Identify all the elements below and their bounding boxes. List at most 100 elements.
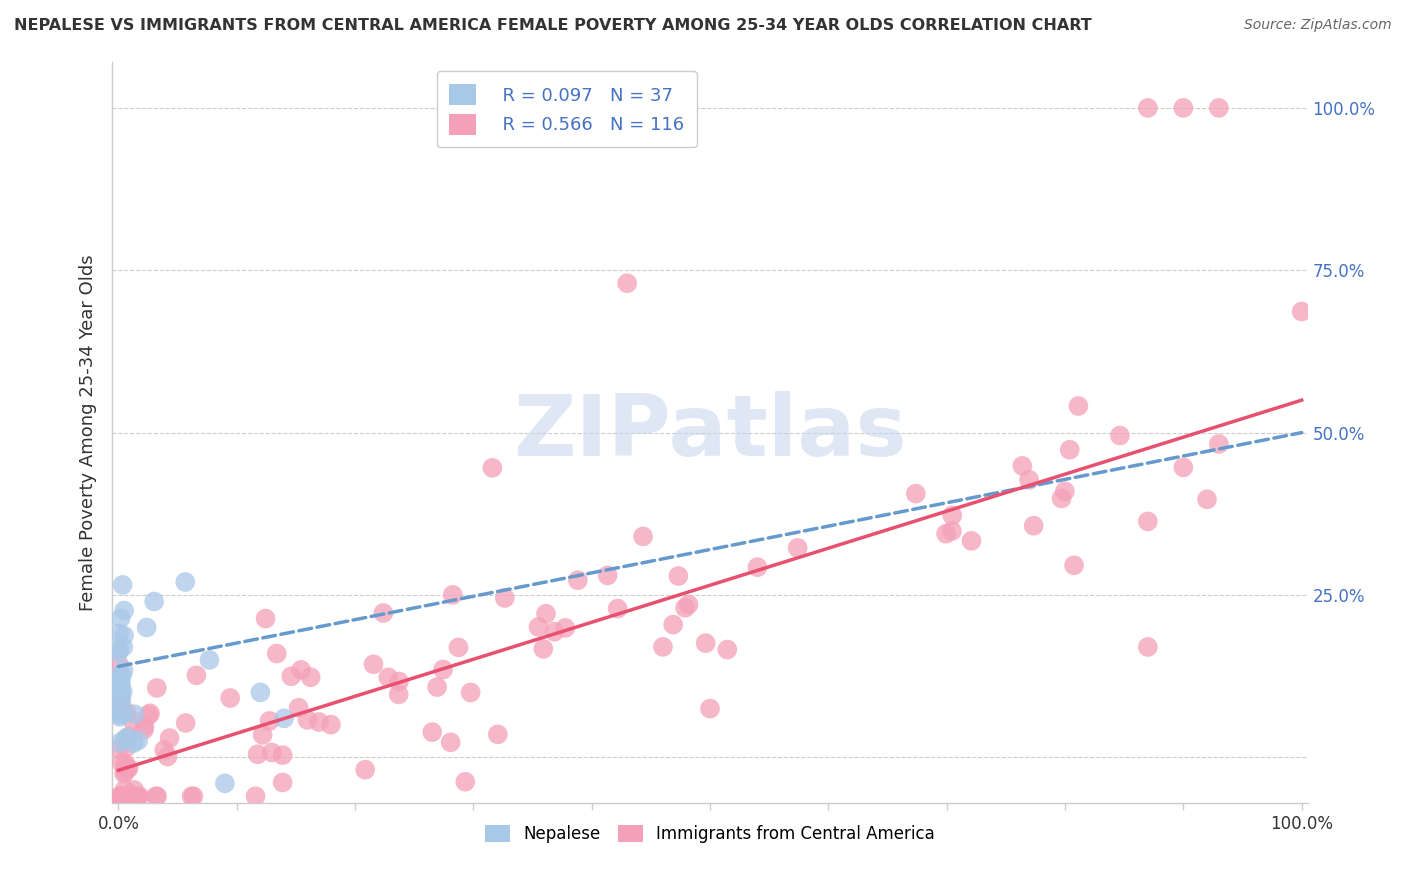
Point [941, 508, 963, 523]
Point [1018, 473, 1040, 487]
Point [377, 670, 399, 684]
Point [606, 601, 628, 615]
Point [132, 723, 155, 737]
Point [596, 568, 619, 582]
Point [135, 620, 157, 634]
Y-axis label: Female Poverty Among 25-34 Year Olds: Female Poverty Among 25-34 Year Olds [79, 254, 97, 611]
Point [114, 731, 136, 746]
Point [198, 653, 221, 667]
Point [112, 640, 135, 654]
Point [110, 690, 132, 704]
Point [673, 600, 696, 615]
Point [543, 624, 565, 639]
Point [271, 748, 294, 763]
Point [486, 727, 509, 741]
Point [156, 749, 179, 764]
Point [1059, 442, 1081, 457]
Point [117, 730, 139, 744]
Point [441, 588, 464, 602]
Point [107, 646, 129, 660]
Point [1173, 460, 1195, 475]
Legend: Nepalese, Immigrants from Central America: Nepalese, Immigrants from Central Americ… [478, 819, 942, 850]
Point [1063, 558, 1085, 573]
Point [108, 657, 131, 672]
Point [115, 789, 138, 804]
Point [159, 731, 181, 745]
Point [134, 719, 156, 733]
Point [271, 775, 294, 789]
Point [139, 706, 162, 721]
Point [254, 611, 277, 625]
Point [1067, 399, 1090, 413]
Point [108, 681, 131, 695]
Point [494, 591, 516, 605]
Point [1050, 491, 1073, 506]
Point [115, 740, 138, 755]
Point [290, 663, 312, 677]
Point [420, 725, 443, 739]
Point [118, 730, 141, 744]
Point [373, 606, 395, 620]
Point [219, 691, 242, 706]
Point [1136, 515, 1159, 529]
Point [259, 714, 281, 728]
Point [111, 684, 134, 698]
Point [904, 486, 927, 500]
Point [125, 789, 148, 804]
Point [631, 529, 654, 543]
Point [426, 680, 449, 694]
Point [110, 789, 132, 804]
Point [287, 700, 309, 714]
Point [108, 691, 131, 706]
Point [935, 526, 957, 541]
Point [111, 578, 134, 592]
Point [111, 704, 134, 718]
Point [110, 683, 132, 698]
Point [299, 670, 322, 684]
Point [960, 533, 983, 548]
Point [266, 647, 288, 661]
Point [111, 756, 134, 770]
Point [440, 735, 463, 749]
Point [388, 674, 411, 689]
Point [273, 711, 295, 725]
Point [1109, 428, 1132, 442]
Point [1291, 304, 1313, 318]
Point [108, 741, 131, 756]
Point [747, 560, 769, 574]
Point [1136, 640, 1159, 654]
Point [280, 669, 302, 683]
Point [117, 761, 139, 775]
Point [249, 685, 271, 699]
Point [180, 789, 202, 804]
Point [354, 763, 377, 777]
Point [388, 687, 411, 701]
Point [1208, 437, 1230, 451]
Point [554, 621, 576, 635]
Point [111, 707, 134, 722]
Point [117, 761, 139, 775]
Point [108, 736, 131, 750]
Point [481, 460, 503, 475]
Point [114, 756, 136, 771]
Point [527, 620, 550, 634]
Point [111, 669, 134, 683]
Point [108, 674, 131, 689]
Text: Source: ZipAtlas.com: Source: ZipAtlas.com [1244, 18, 1392, 32]
Point [460, 685, 482, 699]
Point [1136, 101, 1159, 115]
Point [115, 705, 138, 719]
Point [297, 713, 319, 727]
Point [127, 789, 149, 804]
Point [143, 594, 166, 608]
Point [186, 668, 208, 682]
Point [122, 736, 145, 750]
Point [108, 642, 131, 657]
Point [111, 789, 134, 804]
Point [110, 677, 132, 691]
Point [699, 701, 721, 715]
Point [432, 662, 454, 676]
Point [108, 626, 131, 640]
Point [662, 617, 685, 632]
Point [652, 640, 675, 654]
